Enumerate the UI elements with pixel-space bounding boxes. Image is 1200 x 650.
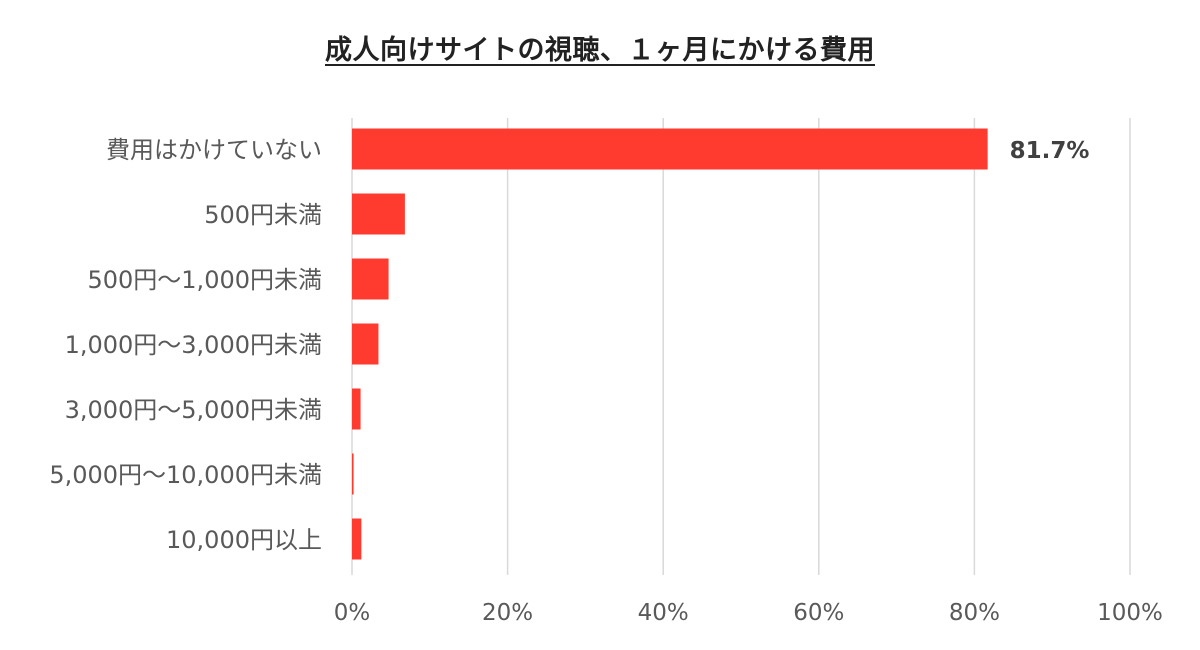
category-label-1: 500円未満 [204, 201, 322, 229]
bar-6 [352, 518, 362, 560]
x-tick-label-80: 80% [949, 600, 1000, 626]
category-label-3: 1,000円～3,000円未満 [65, 331, 322, 359]
data-labels: 81.7% [1010, 138, 1090, 164]
bars [352, 128, 988, 560]
x-tick-label-20: 20% [482, 600, 533, 626]
bar-3 [352, 323, 379, 365]
x-tick-label-60: 60% [793, 600, 844, 626]
x-tick-label-0: 0% [334, 600, 371, 626]
x-tick-label-40: 40% [638, 600, 689, 626]
category-label-2: 500円～1,000円未満 [87, 266, 322, 294]
category-label-6: 10,000円以上 [166, 526, 322, 554]
bar-1 [352, 193, 405, 235]
x-tick-labels: 0% 20% 40% 60% 80% 100% [334, 600, 1163, 626]
bar-0 [352, 128, 988, 170]
data-label-0: 81.7% [1010, 138, 1090, 164]
bar-5 [352, 453, 354, 495]
chart-title: 成人向けサイトの視聴、１ヶ月にかける費用 [325, 35, 875, 66]
category-label-4: 3,000円～5,000円未満 [65, 396, 322, 424]
category-label-5: 5,000円～10,000円未満 [49, 461, 322, 489]
bar-2 [352, 258, 389, 300]
x-tick-label-100: 100% [1097, 600, 1163, 626]
bar-4 [352, 388, 361, 430]
category-labels: 費用はかけていない 500円未満 500円～1,000円未満 1,000円～3,000… [49, 136, 322, 554]
category-label-0: 費用はかけていない [106, 136, 322, 164]
gridlines [351, 118, 1131, 575]
